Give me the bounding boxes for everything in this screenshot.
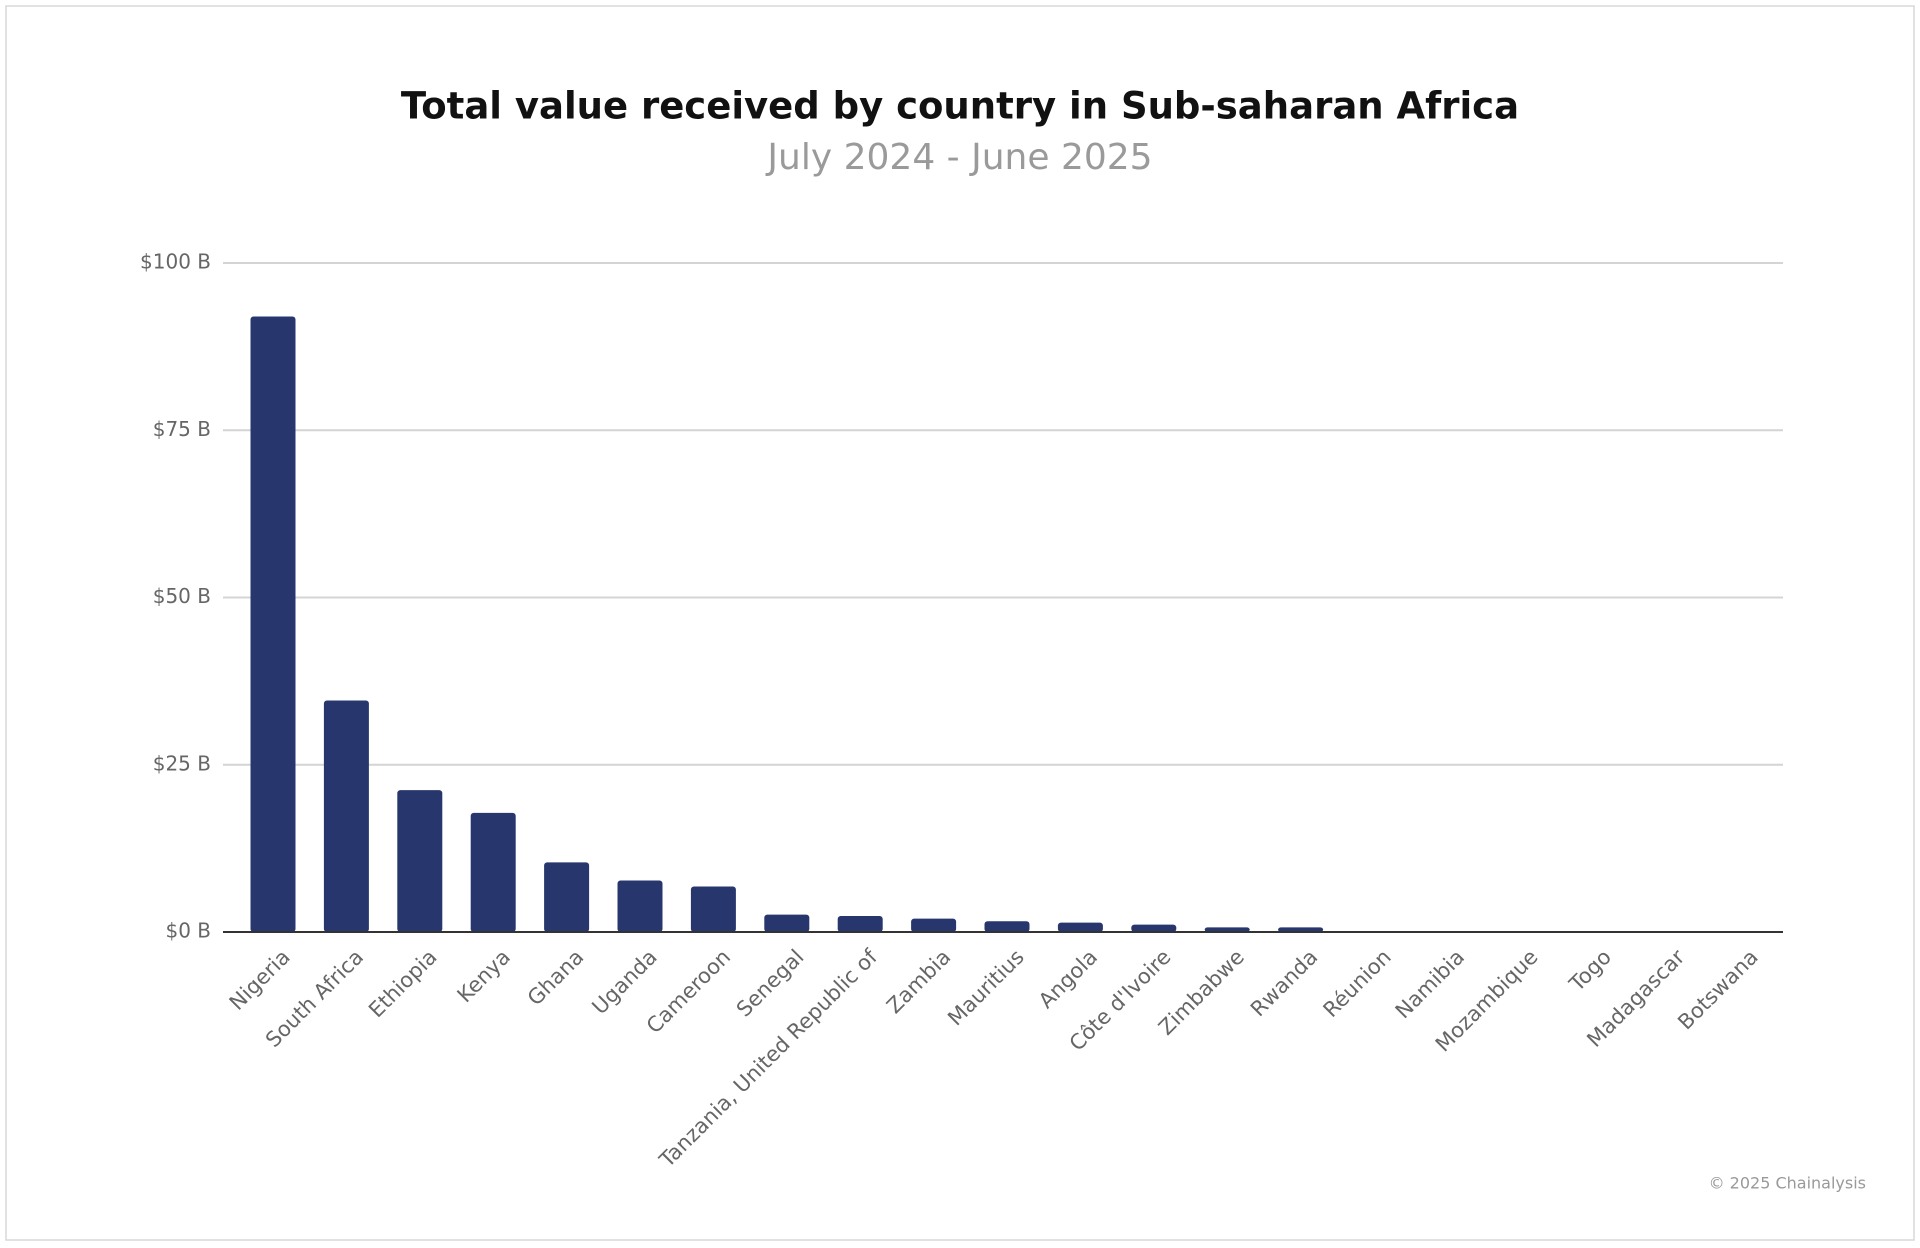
bar — [470, 812, 516, 932]
bar — [984, 921, 1030, 932]
bar — [1131, 924, 1177, 932]
bar — [544, 862, 590, 932]
bar — [1278, 927, 1324, 932]
y-tick-label: $25 B — [153, 751, 211, 775]
y-tick-label: $0 B — [165, 919, 211, 943]
bar — [1057, 922, 1103, 932]
bar — [1204, 927, 1250, 932]
source: © 2025 Chainalysis — [1709, 1174, 1866, 1193]
chart-subtitle: July 2024 - June 2025 — [765, 137, 1152, 178]
bar — [764, 914, 810, 932]
bar — [323, 700, 369, 932]
chart-title: Total value received by country in Sub-s… — [401, 85, 1519, 128]
y-tick-label: $75 B — [153, 417, 211, 441]
frame — [5, 5, 1915, 1241]
bar — [397, 790, 443, 932]
bar — [250, 316, 296, 932]
bar — [690, 886, 736, 932]
bar — [617, 880, 663, 932]
y-tick-label: $100 B — [140, 250, 211, 274]
bar — [911, 918, 957, 932]
bar — [837, 915, 883, 932]
y-tick-label: $50 B — [153, 584, 211, 608]
